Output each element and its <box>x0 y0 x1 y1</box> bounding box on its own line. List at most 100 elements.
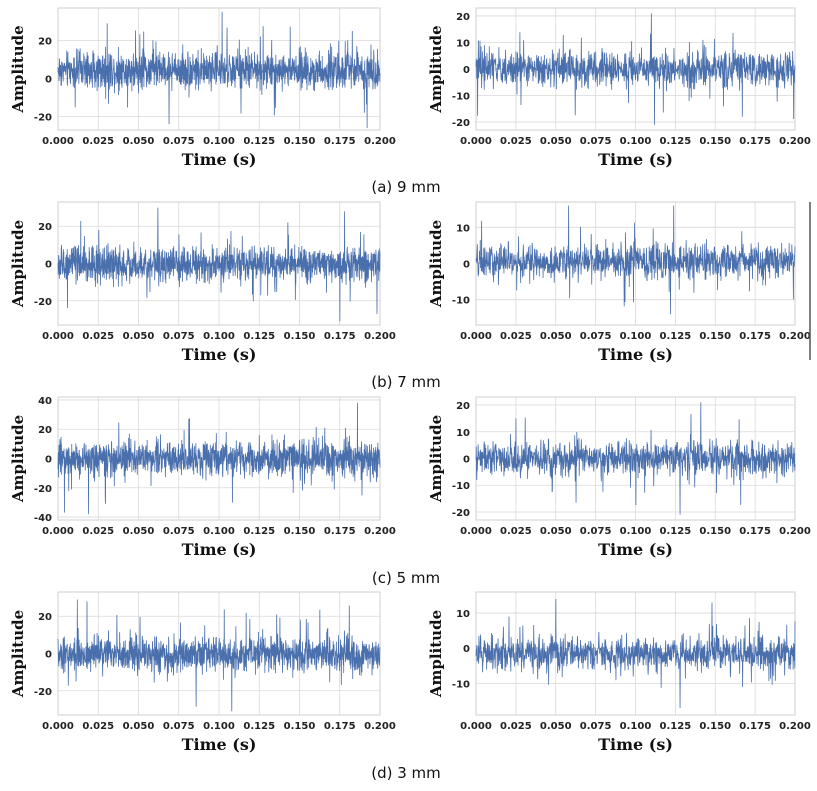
x-tick-label: 0.125 <box>243 721 275 732</box>
x-tick-label: 0.075 <box>163 136 195 147</box>
x-tick-label: 0.125 <box>660 526 692 537</box>
signal-line <box>57 207 381 322</box>
chart-panel-7: 0.000 0.025 0.050 0.075 0.100 0.125 0.150 0.175… <box>9 591 396 754</box>
y-axis-label: Amplitude <box>9 25 27 113</box>
x-tick-label: 0.025 <box>82 136 114 147</box>
y-tick-label: -20 <box>34 297 52 308</box>
x-axis-label: Time (s) <box>598 540 673 559</box>
y-tick-label: 10 <box>456 38 470 49</box>
x-tick-label: 0.000 <box>460 721 492 732</box>
x-tick-label: 0.100 <box>203 136 235 147</box>
x-tick-label: 0.000 <box>42 526 74 537</box>
x-tick-label: 0.100 <box>620 136 652 147</box>
signal-line <box>57 402 381 515</box>
y-tick-label: -20 <box>34 687 52 698</box>
x-tick-label: 0.150 <box>284 526 316 537</box>
x-tick-label: 0.000 <box>460 331 492 342</box>
x-tick-label: 0.175 <box>739 331 771 342</box>
x-tick-label: 0.025 <box>500 136 532 147</box>
signal-line <box>475 599 796 708</box>
x-tick-label: 0.125 <box>243 136 275 147</box>
x-tick-label: 0.050 <box>540 721 572 732</box>
x-tick-label: 0.150 <box>284 721 316 732</box>
y-tick-label: 0 <box>463 260 470 271</box>
x-tick-label: 0.100 <box>203 331 235 342</box>
y-axis-label: Amplitude <box>9 415 27 503</box>
signal-line <box>57 11 381 129</box>
chart-panel-5: 0.000 0.025 0.050 0.075 0.100 0.125 0.150 0.175… <box>9 396 396 559</box>
x-tick-label: 0.175 <box>739 136 771 147</box>
x-tick-label: 0.125 <box>660 136 692 147</box>
x-axis-label: Time (s) <box>182 345 257 364</box>
y-tick-label: 20 <box>38 425 52 436</box>
chart-panel-2: 0.000 0.025 0.050 0.075 0.100 0.125 0.150 0.175… <box>427 7 811 169</box>
x-tick-label: 0.075 <box>163 526 195 537</box>
x-tick-label: 0.075 <box>580 526 612 537</box>
y-tick-label: -10 <box>452 679 470 690</box>
y-tick-label: -20 <box>452 508 470 519</box>
signal-line <box>475 13 796 125</box>
signal-line <box>57 599 381 712</box>
chart-panel-3: 0.000 0.025 0.050 0.075 0.100 0.125 0.150 0.175… <box>9 201 396 364</box>
x-tick-label: 0.175 <box>324 136 356 147</box>
caption-d: (d) 3 mm <box>371 764 441 782</box>
caption-c: (c) 5 mm <box>372 569 440 587</box>
signal-line <box>475 402 796 515</box>
x-tick-label: 0.100 <box>620 721 652 732</box>
y-axis-label: Amplitude <box>427 25 445 113</box>
caption-a: (a) 9 mm <box>371 178 440 196</box>
x-tick-label: 0.175 <box>324 721 356 732</box>
x-tick-label: 0.075 <box>163 331 195 342</box>
x-tick-label: 0.075 <box>580 331 612 342</box>
x-tick-label: 0.200 <box>779 136 811 147</box>
x-tick-label: 0.200 <box>779 331 811 342</box>
y-tick-label: 20 <box>456 12 470 23</box>
signal-line <box>475 205 796 315</box>
x-tick-label: 0.125 <box>660 721 692 732</box>
x-tick-label: 0.200 <box>779 721 811 732</box>
x-tick-label: 0.025 <box>82 331 114 342</box>
x-tick-label: 0.025 <box>82 721 114 732</box>
x-tick-label: 0.050 <box>540 136 572 147</box>
x-tick-label: 0.050 <box>540 331 572 342</box>
x-tick-label: 0.075 <box>163 721 195 732</box>
x-tick-label: 0.200 <box>364 721 396 732</box>
chart-panel-8: 0.000 0.025 0.050 0.075 0.100 0.125 0.150 0.175… <box>427 591 811 754</box>
x-tick-label: 0.175 <box>739 526 771 537</box>
x-tick-label: 0.025 <box>82 526 114 537</box>
y-tick-label: 40 <box>38 396 52 407</box>
x-tick-label: 0.100 <box>203 721 235 732</box>
chart-panel-1: 0.000 0.025 0.050 0.075 0.100 0.125 0.150 0.175… <box>9 7 396 169</box>
x-axis-label: Time (s) <box>182 150 257 169</box>
x-axis-label: Time (s) <box>182 540 257 559</box>
x-tick-label: 0.150 <box>284 136 316 147</box>
x-tick-label: 0.050 <box>540 526 572 537</box>
x-tick-label: 0.200 <box>364 136 396 147</box>
x-axis-label: Time (s) <box>598 150 673 169</box>
y-tick-label: 0 <box>45 650 52 661</box>
y-tick-label: 0 <box>45 455 52 466</box>
x-tick-label: 0.150 <box>699 331 731 342</box>
y-tick-label: 20 <box>38 222 52 233</box>
y-tick-label: 20 <box>38 36 52 47</box>
panels: 0.000 0.025 0.050 0.075 0.100 0.125 0.150 0.175… <box>9 7 811 754</box>
y-axis-label: Amplitude <box>9 610 27 698</box>
y-axis-label: Amplitude <box>427 415 445 503</box>
x-tick-label: 0.175 <box>739 721 771 732</box>
x-tick-label: 0.025 <box>500 526 532 537</box>
x-tick-label: 0.075 <box>580 721 612 732</box>
plot-frame <box>475 201 796 326</box>
chart-panel-4: 0.000 0.025 0.050 0.075 0.100 0.125 0.150 0.175… <box>427 201 811 364</box>
x-tick-label: 0.175 <box>324 331 356 342</box>
x-tick-label: 0.200 <box>779 526 811 537</box>
x-tick-label: 0.150 <box>699 721 731 732</box>
y-axis-label: Amplitude <box>427 610 445 698</box>
y-tick-label: -10 <box>452 296 470 307</box>
y-axis-label: Amplitude <box>427 220 445 308</box>
y-tick-label: 10 <box>456 223 470 234</box>
y-axis-label: Amplitude <box>9 220 27 308</box>
y-tick-label: -40 <box>34 513 52 524</box>
x-tick-label: 0.100 <box>620 526 652 537</box>
chart-panel-6: 0.000 0.025 0.050 0.075 0.100 0.125 0.150 0.175… <box>427 396 811 559</box>
x-tick-label: 0.200 <box>364 331 396 342</box>
